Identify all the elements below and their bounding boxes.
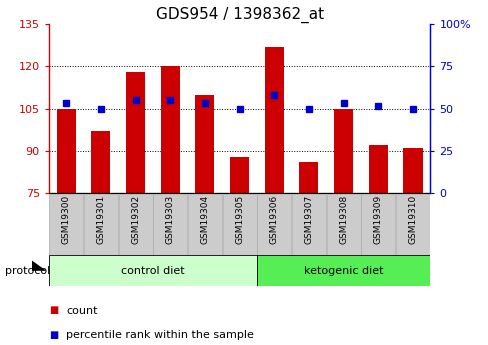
Text: ■: ■ <box>49 306 58 315</box>
Text: GSM19306: GSM19306 <box>269 195 278 244</box>
Text: GSM19308: GSM19308 <box>339 195 347 244</box>
Bar <box>264 47 283 193</box>
Text: GSM19307: GSM19307 <box>304 195 313 244</box>
Text: GSM19304: GSM19304 <box>200 195 209 244</box>
Bar <box>153 195 187 255</box>
Bar <box>195 95 214 193</box>
Text: percentile rank within the sample: percentile rank within the sample <box>66 330 253 339</box>
Text: ■: ■ <box>49 330 58 339</box>
Bar <box>333 109 352 193</box>
Bar <box>187 195 222 255</box>
Bar <box>256 255 429 286</box>
Bar <box>299 162 318 193</box>
Bar <box>57 109 76 193</box>
Text: GSM19305: GSM19305 <box>235 195 244 244</box>
Bar <box>291 195 325 255</box>
Bar <box>49 255 256 286</box>
Polygon shape <box>32 260 46 271</box>
Bar <box>257 195 291 255</box>
Bar <box>326 195 360 255</box>
Text: GSM19309: GSM19309 <box>373 195 382 244</box>
Bar <box>361 195 394 255</box>
Bar <box>161 67 180 193</box>
Bar <box>49 195 83 255</box>
Bar <box>84 195 118 255</box>
Bar <box>395 195 429 255</box>
Bar <box>91 131 110 193</box>
Text: count: count <box>66 306 97 315</box>
Bar <box>403 148 422 193</box>
Bar <box>126 72 145 193</box>
Bar <box>119 195 152 255</box>
Text: control diet: control diet <box>121 266 184 276</box>
Text: GSM19303: GSM19303 <box>165 195 174 244</box>
Text: GSM19310: GSM19310 <box>407 195 417 244</box>
Text: GSM19301: GSM19301 <box>96 195 105 244</box>
Bar <box>368 145 387 193</box>
Title: GDS954 / 1398362_at: GDS954 / 1398362_at <box>155 7 323 23</box>
Text: protocol: protocol <box>5 266 50 276</box>
Text: ketogenic diet: ketogenic diet <box>303 266 383 276</box>
Bar <box>230 157 249 193</box>
Bar <box>222 195 256 255</box>
Text: GSM19302: GSM19302 <box>131 195 140 244</box>
Text: GSM19300: GSM19300 <box>61 195 71 244</box>
